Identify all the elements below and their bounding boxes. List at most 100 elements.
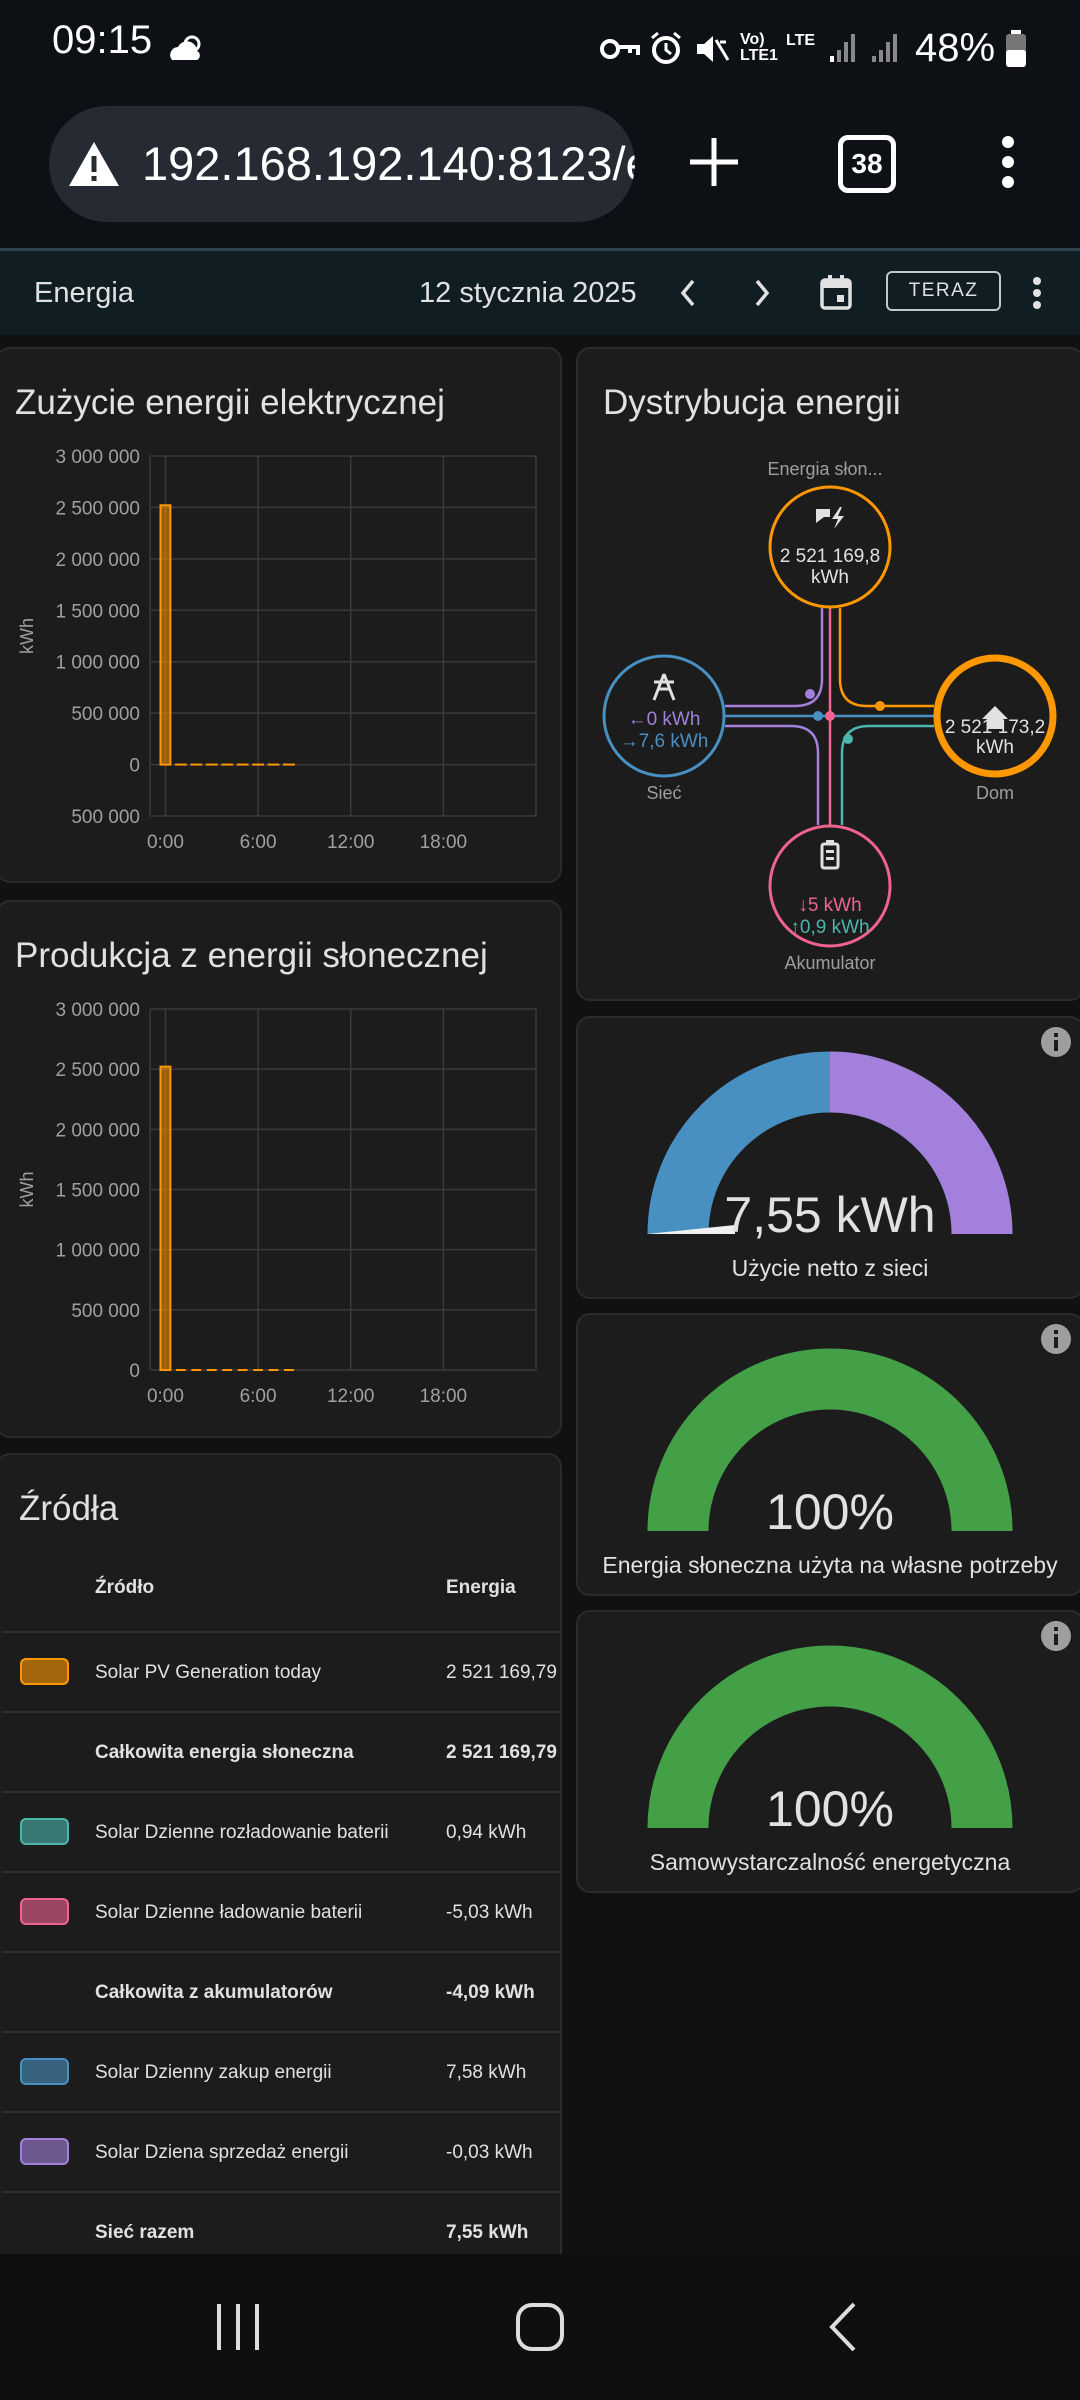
node-value: 2 521 173,2 bbox=[945, 717, 1045, 738]
gauge-card: 100% Energia słoneczna użyta na własne po… bbox=[576, 1313, 1080, 1596]
sources-card: Źródła Źródło Energia Solar PV Generatio… bbox=[0, 1453, 562, 2254]
source-energy: 0,94 kWh bbox=[446, 1822, 527, 1843]
gauge-card: 100% Samowystarczalność energetyczna bbox=[576, 1610, 1080, 1893]
mute-icon bbox=[697, 36, 730, 62]
node-label: Energia słon... bbox=[767, 459, 882, 479]
dashboard: Zużycie energii elektrycznej 500 000 0 500… bbox=[0, 335, 1080, 2254]
calendar-button[interactable] bbox=[820, 274, 852, 310]
y-tick-label: 1 500 000 bbox=[55, 1181, 140, 1202]
gauge-needle bbox=[647, 1225, 735, 1234]
previous-button[interactable] bbox=[678, 277, 698, 309]
y-tick-label: 2 000 000 bbox=[55, 550, 140, 571]
y-tick-label: 500 000 bbox=[71, 1301, 140, 1322]
lte-label: LTE bbox=[786, 32, 816, 49]
color-swatch bbox=[20, 2138, 69, 2165]
card-title: Źródła bbox=[19, 1489, 119, 1528]
node-label: Dom bbox=[976, 783, 1014, 803]
y-axis-title: kWh bbox=[17, 618, 37, 654]
battery-icon bbox=[1006, 30, 1026, 67]
gauge-arc bbox=[829, 1051, 1013, 1235]
x-tick-label: 6:00 bbox=[240, 832, 277, 853]
source-energy: -5,03 kWh bbox=[446, 1902, 533, 1923]
tab-count[interactable]: 38 bbox=[838, 135, 896, 193]
x-tick-label: 12:00 bbox=[327, 832, 375, 853]
column-header: Energia bbox=[446, 1577, 516, 1598]
source-row: Solar Dzienne ładowanie baterii -5,03 kWh bbox=[2, 1871, 560, 1951]
x-tick-label: 0:00 bbox=[147, 832, 184, 853]
node-label: Akumulator bbox=[784, 953, 875, 973]
distribution-card: Dystrybucja energii bbox=[576, 347, 1080, 1001]
x-tick-label: 12:00 bbox=[327, 1386, 375, 1407]
source-energy: -4,09 kWh bbox=[446, 1982, 535, 2003]
gauge-value: 7,55 kWh bbox=[724, 1187, 935, 1243]
node-label: Sieć bbox=[646, 783, 681, 803]
source-energy: 2 521 169,79 bbox=[446, 1742, 557, 1763]
solar-node bbox=[768, 485, 892, 609]
gauge-label: Użycie netto z sieci bbox=[732, 1255, 929, 1281]
y-tick-label: 0 bbox=[129, 756, 140, 777]
y-tick-label: 0 bbox=[129, 1361, 140, 1382]
source-name: Solar Dzienne ładowanie baterii bbox=[95, 1902, 363, 1923]
source-name: Sieć razem bbox=[95, 2222, 195, 2243]
source-row: Solar Dzienne rozładowanie baterii 0,94 k… bbox=[2, 1791, 560, 1871]
home-button[interactable] bbox=[515, 2302, 565, 2352]
info-icon-mark bbox=[1054, 1634, 1058, 1645]
source-name: Solar Dzienne rozładowanie baterii bbox=[95, 1822, 389, 1843]
info-icon-dot bbox=[1054, 1330, 1058, 1334]
info-icon-mark bbox=[1054, 1040, 1058, 1051]
total-row: Sieć razem 7,55 kWh bbox=[2, 2191, 560, 2254]
y-tick-label: 1 000 000 bbox=[55, 1241, 140, 1262]
url-field[interactable]: 192.168.192.140:8123/e bbox=[49, 106, 635, 222]
now-button[interactable]: TERAZ bbox=[886, 271, 1001, 311]
y-axis-title: kWh bbox=[17, 1172, 37, 1208]
node-value: ↑0,9 kWh bbox=[790, 917, 869, 938]
new-tab-button[interactable] bbox=[688, 136, 740, 188]
distribution-diagram: Energia słon... Sieć Dom Akumulator 2 52… bbox=[602, 459, 1057, 973]
toolbar-menu[interactable] bbox=[1030, 275, 1044, 311]
consumption-card: Zużycie energii elektrycznej 500 000 0 500… bbox=[0, 347, 562, 883]
info-icon-dot bbox=[1054, 1033, 1058, 1037]
volte-text: Vo) bbox=[740, 31, 765, 48]
y-tick-label: 2 000 000 bbox=[55, 1120, 140, 1141]
vpn-key-icon bbox=[600, 39, 640, 59]
consumption-chart: 500 000 0 500 000 1 000 000 1 500 000 2 000 0… bbox=[17, 447, 537, 853]
warning-icon bbox=[69, 142, 119, 186]
gauge-arc bbox=[647, 1348, 1013, 1532]
signal-icons bbox=[830, 34, 897, 62]
color-swatch bbox=[20, 2058, 69, 2085]
source-name: Solar PV Generation today bbox=[95, 1662, 322, 1683]
y-tick-label: 1 500 000 bbox=[55, 601, 140, 622]
node-icons bbox=[652, 507, 1008, 870]
recents-button[interactable] bbox=[215, 2302, 261, 2352]
card-title: Zużycie energii elektrycznej bbox=[15, 383, 445, 422]
node-value: 2 521 169,8 bbox=[780, 546, 880, 567]
x-tick-label: 6:00 bbox=[240, 1386, 277, 1407]
next-button[interactable] bbox=[752, 277, 772, 309]
source-row: Solar Dziena sprzedaż energii -0,03 kWh bbox=[2, 2111, 560, 2191]
source-energy: -0,03 kWh bbox=[446, 2142, 533, 2163]
node-value: →7,6 kWh bbox=[620, 731, 709, 752]
source-name: Całkowita energia słoneczna bbox=[95, 1742, 354, 1763]
page-title: Energia bbox=[34, 277, 134, 309]
solar-production-card: Produkcja z energii słonecznej 0 500 000 1… bbox=[0, 900, 562, 1438]
y-tick-label: 1 000 000 bbox=[55, 653, 140, 674]
node-value: ↓5 kWh bbox=[798, 895, 861, 916]
info-icon-dot bbox=[1054, 1627, 1058, 1631]
source-name: Całkowita z akumulatorów bbox=[95, 1982, 333, 2003]
browser-bar: 192.168.192.140:8123/e 38 bbox=[0, 80, 1080, 248]
color-swatch bbox=[20, 1658, 69, 1685]
browser-menu[interactable] bbox=[998, 134, 1018, 190]
battery-percent: 48% bbox=[915, 26, 996, 70]
y-tick-label: 2 500 000 bbox=[55, 1060, 140, 1081]
gauge-arc bbox=[647, 1645, 1013, 1829]
gauge: 100% Samowystarczalność energetyczna bbox=[647, 1621, 1071, 1875]
clock: 09:15 bbox=[52, 18, 153, 62]
status-bar: 09:15 Vo) LTE1 LTE 48% bbox=[0, 0, 1080, 80]
source-row: Solar Dzienny zakup energii 7,58 kWh bbox=[2, 2031, 560, 2111]
grid-node bbox=[602, 654, 726, 778]
gauge: 100% Energia słoneczna użyta na własne po… bbox=[602, 1324, 1071, 1578]
source-energy: 2 521 169,79 bbox=[446, 1662, 557, 1683]
gauge-value: 100% bbox=[766, 1781, 894, 1837]
gauge-card: 7,55 kWh Użycie netto z sieci bbox=[576, 1016, 1080, 1299]
back-button[interactable] bbox=[828, 2302, 858, 2352]
